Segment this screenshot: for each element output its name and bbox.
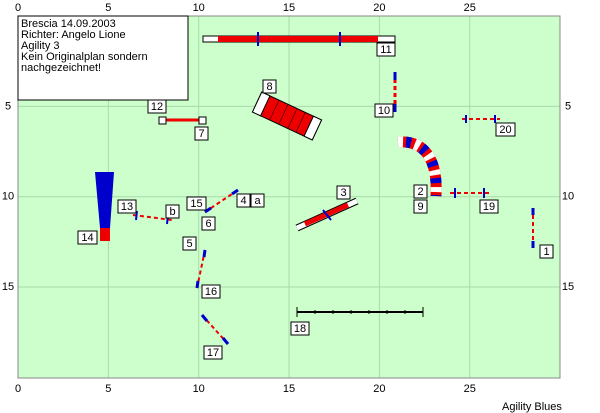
- label-text: 18: [294, 323, 306, 335]
- obstacle-label: 15: [186, 196, 207, 211]
- obstacle-label: 16: [201, 284, 221, 299]
- label-box: [147, 99, 167, 114]
- label-text: 7: [198, 128, 204, 140]
- label-box: [336, 185, 351, 200]
- label-text: 8: [266, 81, 272, 93]
- label-text: 1: [543, 246, 549, 258]
- label-text: 16: [205, 286, 217, 298]
- y-label-right: 15: [562, 281, 574, 293]
- obstacle-label: 8: [262, 79, 277, 94]
- info-line: Brescia 14.09.2003: [21, 18, 116, 30]
- x-label-top: 20: [373, 2, 385, 14]
- obstacle-label: a: [250, 193, 265, 208]
- label-text: 14: [81, 232, 93, 244]
- obstacle-label: 19: [479, 199, 499, 214]
- y-label-left: 5: [5, 100, 11, 112]
- label-box: [413, 184, 428, 199]
- obstacle-label: 14: [77, 230, 98, 245]
- obstacle-label: 10: [374, 103, 394, 118]
- label-box: [250, 193, 265, 208]
- obstacle-label: 12: [147, 99, 167, 114]
- obstacle-label: b: [165, 204, 180, 219]
- label-text: 11: [380, 44, 391, 56]
- obstacle-label: 2: [413, 184, 428, 199]
- obstacle-label: 17: [203, 345, 223, 360]
- label-text: 2: [417, 186, 423, 198]
- label-box: [374, 103, 394, 118]
- label-text: 17: [207, 347, 219, 359]
- obstacle-label: 20: [495, 122, 516, 137]
- label-text: 3: [340, 187, 346, 199]
- obstacles: [95, 32, 535, 345]
- obstacle-label: 3: [336, 185, 351, 200]
- y-label-right: 10: [562, 191, 574, 203]
- label-box: [290, 321, 310, 336]
- label-box: [194, 126, 209, 141]
- label-box: [236, 193, 251, 208]
- x-label-bottom: 10: [193, 383, 205, 395]
- label-text: 9: [417, 201, 423, 213]
- x-label-bottom: 15: [283, 383, 295, 395]
- label-text: 15: [190, 198, 202, 210]
- label-box: [201, 216, 216, 231]
- obstacle-label: 13: [117, 199, 137, 214]
- x-label-top: 25: [464, 2, 476, 14]
- label-box: [203, 345, 223, 360]
- footer: Agility Blues: [502, 401, 562, 413]
- info-box: Brescia 14.09.2003 Richter: Angelo Lione…: [17, 15, 189, 101]
- label-box: [495, 122, 516, 137]
- x-label-bottom: 25: [464, 383, 476, 395]
- label-text: a: [254, 195, 261, 207]
- label-text: 19: [483, 201, 495, 213]
- x-label-bottom: 0: [15, 383, 21, 395]
- x-label-bottom: 20: [373, 383, 385, 395]
- label-box: [262, 79, 277, 94]
- label-text: 4: [240, 195, 246, 207]
- y-label-right: 5: [565, 100, 571, 112]
- label-text: 6: [205, 218, 211, 230]
- info-line: Richter: Angelo Lione: [21, 29, 126, 41]
- label-box: [117, 199, 137, 214]
- field-border: [17, 15, 561, 379]
- label-text: 13: [121, 201, 133, 213]
- y-label-left: 15: [2, 281, 14, 293]
- obstacle-label: 18: [290, 321, 310, 336]
- label-text: 10: [378, 105, 390, 117]
- obstacle-label: 4: [236, 193, 251, 208]
- label-box: [182, 236, 197, 251]
- x-label-top: 0: [15, 2, 21, 14]
- label-box: [479, 199, 499, 214]
- obstacle-label: 6: [201, 216, 216, 231]
- label-text: 20: [499, 124, 511, 136]
- label-box: [376, 42, 396, 57]
- label-box: [201, 284, 221, 299]
- label-text: b: [169, 206, 175, 218]
- label-text: 5: [186, 238, 192, 250]
- label-box: [413, 199, 428, 214]
- label-box: [77, 230, 98, 245]
- info-line: Agility 3: [21, 40, 60, 52]
- x-label-top: 5: [105, 2, 111, 14]
- obstacle-label: 9: [413, 199, 428, 214]
- label-box: [539, 244, 554, 259]
- x-label-top: 15: [283, 2, 295, 14]
- obstacle-label: 1: [539, 244, 554, 259]
- label-box: [186, 196, 207, 211]
- x-label-bottom: 5: [105, 383, 111, 395]
- obstacle-label: 5: [182, 236, 197, 251]
- info-line: nachgezeichnet!: [21, 62, 101, 74]
- x-label-top: 10: [193, 2, 205, 14]
- obstacle-label: 7: [194, 126, 209, 141]
- label-box: [165, 204, 180, 219]
- label-text: 12: [151, 101, 163, 113]
- y-label-left: 10: [2, 191, 14, 203]
- info-line: Kein Originalplan sondern: [21, 51, 148, 63]
- obstacle-label: 11: [376, 42, 396, 57]
